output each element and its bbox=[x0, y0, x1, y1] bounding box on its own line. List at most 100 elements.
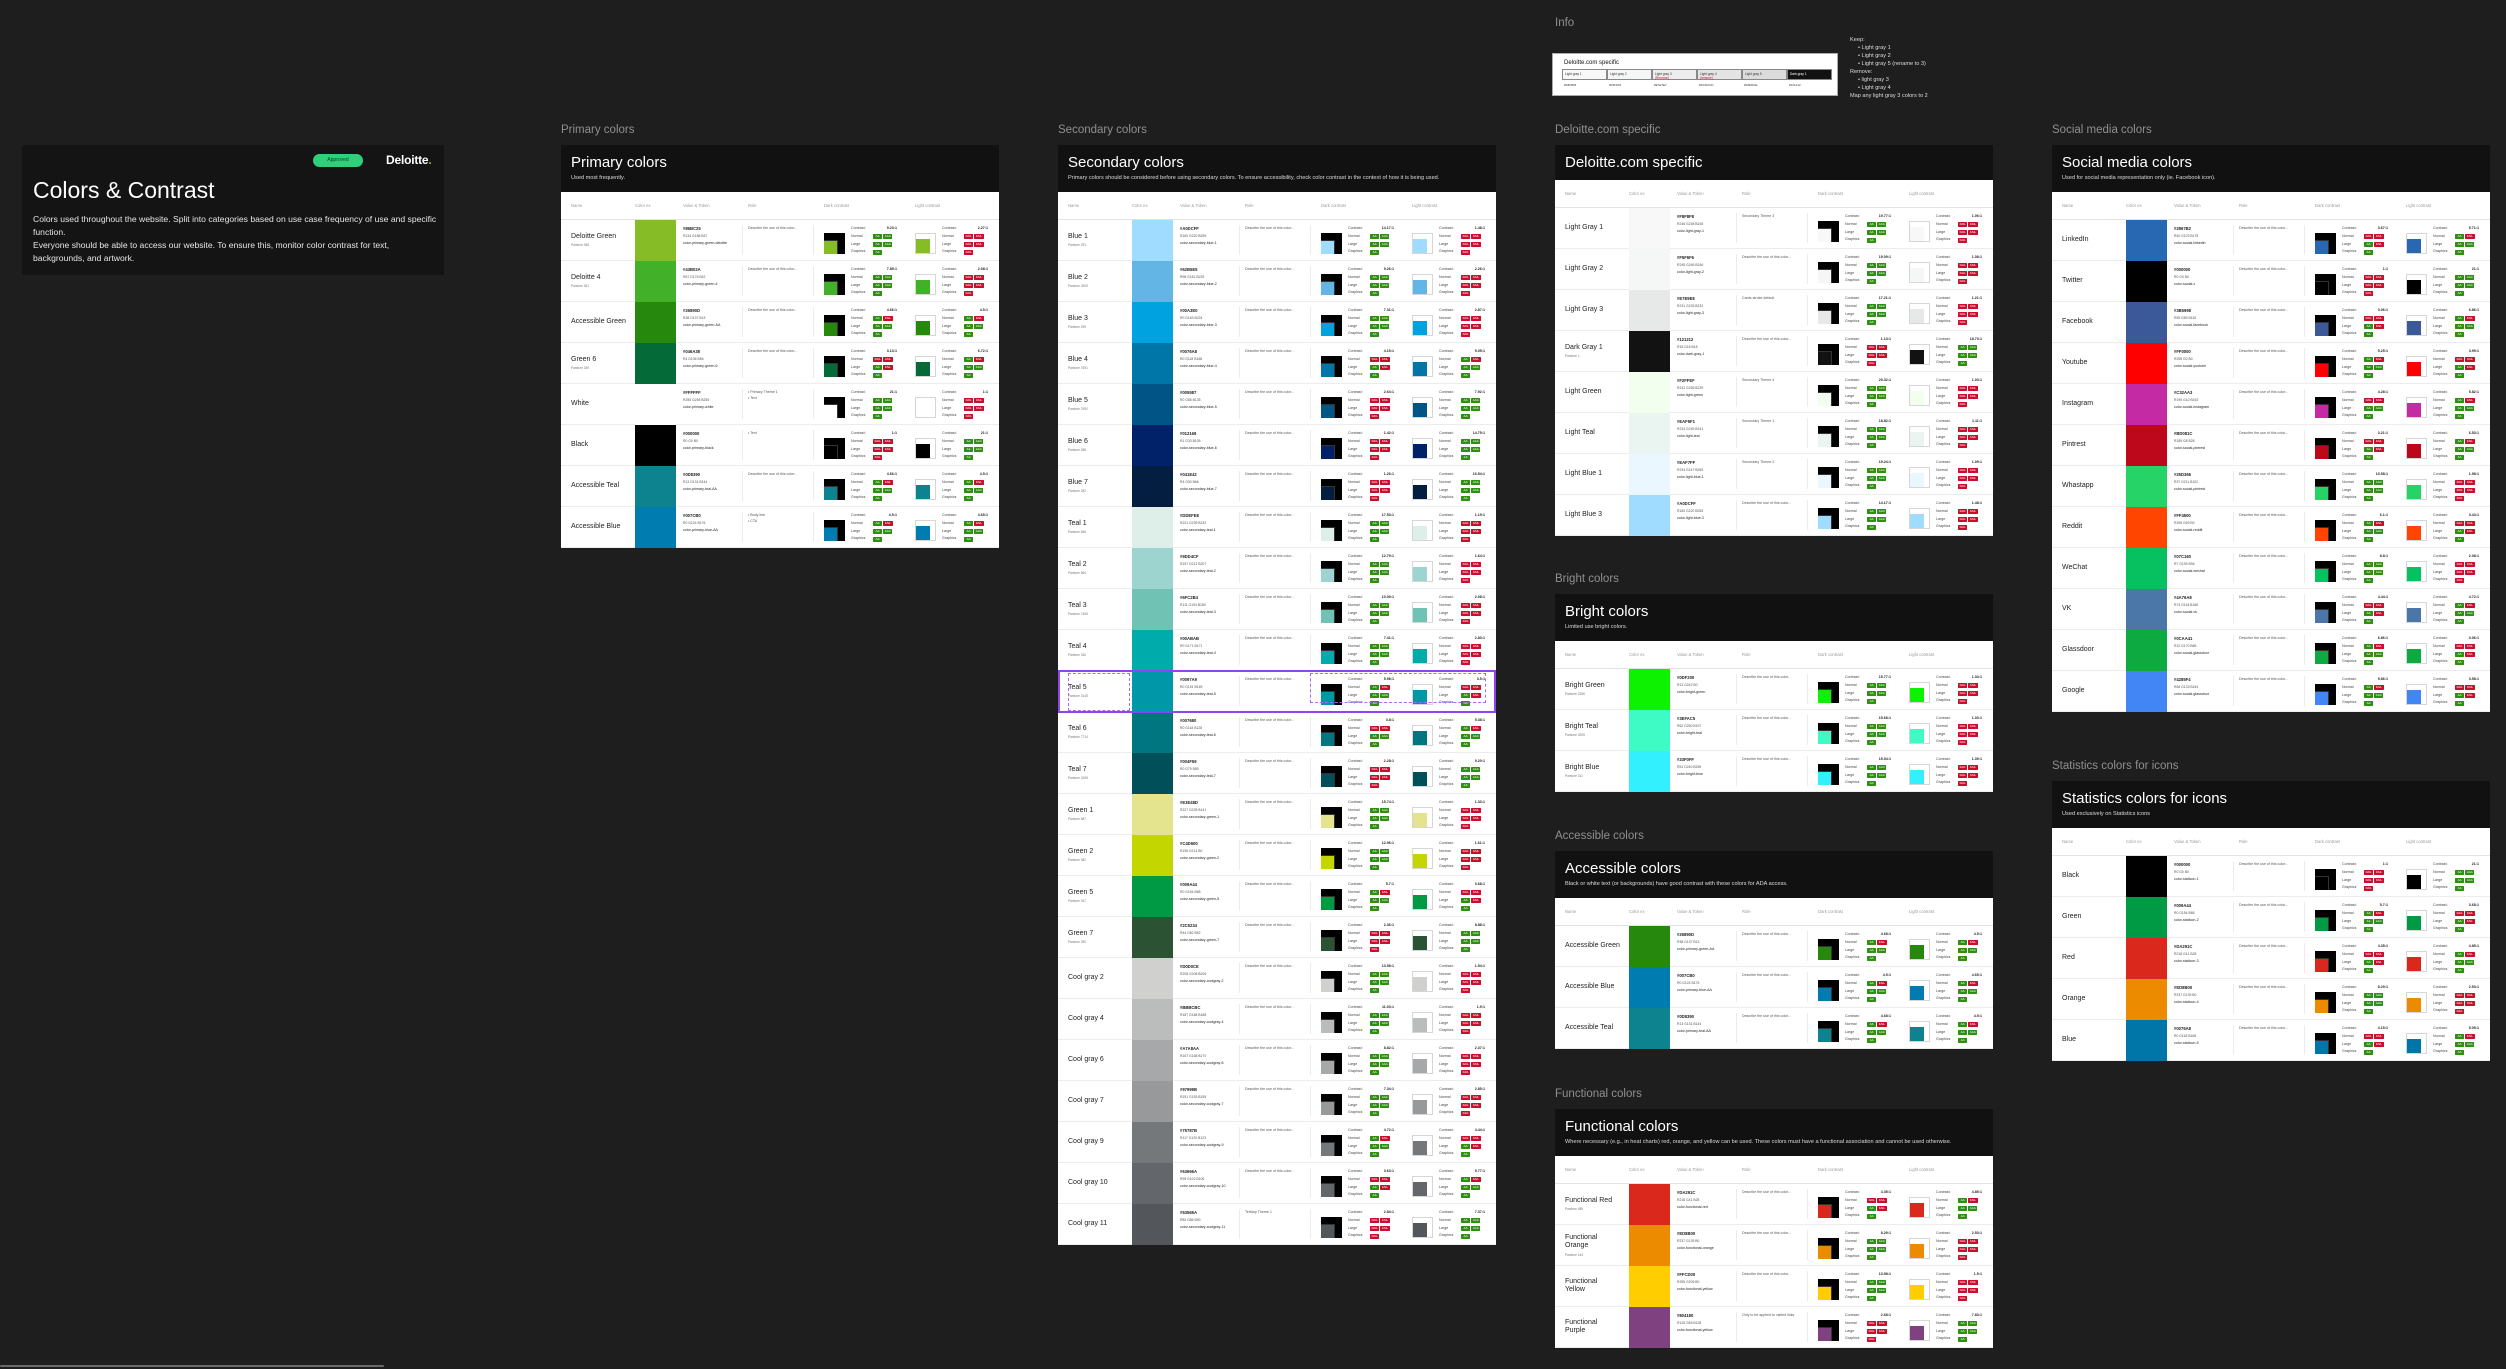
fail-badge: FAIL bbox=[1461, 1028, 1471, 1034]
contrast-label: Large bbox=[1348, 323, 1358, 328]
contrast-label: Large bbox=[2342, 877, 2352, 882]
color-row[interactable]: Functional Purple #804180 R128 G65 B128 col… bbox=[1555, 1307, 1993, 1348]
color-row[interactable]: White #FFFFFF R255 G255 B255 color-primary-… bbox=[561, 384, 999, 425]
color-row[interactable]: Green 7 Pantone 350 #2C5234 R44 G82 B52 colo… bbox=[1058, 917, 1496, 958]
color-row[interactable]: Black #000000 R0 G0 B0 color-staticon-1 Desc… bbox=[2052, 856, 2490, 897]
color-row[interactable]: Blue 4 Pantone 7691 #0076A8 R0 G118 B168 col… bbox=[1058, 343, 1496, 384]
pass-badge: AAA bbox=[1380, 652, 1390, 657]
color-row[interactable]: Instagram #C32AA3 R195 G42 B163 color-socia… bbox=[2052, 384, 2490, 425]
color-row[interactable]: Blue 5 Pantone 7692 #005587 R0 G85 B135 colo… bbox=[1058, 384, 1496, 425]
color-row[interactable]: Accessible Blue #007CB0 R0 G124 B176 color-… bbox=[1555, 967, 1993, 1008]
color-row[interactable]: Green 2 Pantone 382 #C4D600 R196 G214 B0 col… bbox=[1058, 835, 1496, 876]
color-row[interactable]: WeChat #07C160 R7 G193 B96 color-social-wec… bbox=[2052, 548, 2490, 589]
color-token: color-secondary-teal-1 bbox=[1180, 528, 1216, 532]
color-row[interactable]: Deloitte 4 Pantone 361 #43B02A R67 G176 B42… bbox=[561, 261, 999, 302]
color-row[interactable]: Accessible Green #26890D R38 G137 B13 color… bbox=[1555, 926, 1993, 967]
contrast-label: Contrast: bbox=[1348, 431, 1363, 435]
contrast-label: Graphics bbox=[2342, 290, 2357, 295]
color-row[interactable]: Light Teal #EAF5F1 R234 G245 B241 color-lig… bbox=[1555, 413, 1993, 454]
color-row[interactable]: Bright Green Pantone 2286 #0DF200 R13 G242 … bbox=[1555, 669, 1993, 710]
contrast-line: Contrast: 14.17:1 bbox=[1348, 225, 1394, 233]
color-row[interactable]: Light Gray 2 #F5F6F6 R245 G246 B246 color-l… bbox=[1555, 249, 1993, 290]
contrast-line: Contrast: 12.96:1 bbox=[1348, 840, 1394, 848]
color-role: Describe the use of this color... bbox=[1245, 923, 1295, 927]
fail-badge: FAIL bbox=[1370, 447, 1380, 452]
color-row[interactable]: Whastapp #25D366 R37 G211 B102 color-social… bbox=[2052, 466, 2490, 507]
color-row[interactable]: Reddit #FF4500 R255 G69 B0 color-social-red… bbox=[2052, 507, 2490, 548]
color-row[interactable]: VK #4A76A8 R74 G118 B168 color-social-vk Des… bbox=[2052, 589, 2490, 630]
color-row[interactable]: Bright Blue Pantone 311 #33F0FF R51 G240 B2… bbox=[1555, 751, 1993, 792]
color-row[interactable]: Google #4285F4 R66 G133 B244 color-social-g… bbox=[2052, 671, 2490, 712]
color-row[interactable]: Youtube #FF0000 R255 G0 B0 color-social-you… bbox=[2052, 343, 2490, 384]
color-row[interactable]: Facebook #3B5998 R59 G89 B152 color-social-… bbox=[2052, 302, 2490, 343]
color-row[interactable]: Functional Yellow #FFCD00 R255 G205 B0 colo… bbox=[1555, 1266, 1993, 1307]
color-row[interactable]: Teal 7 Pantone 3165 #004F59 R0 G79 B89 color… bbox=[1058, 753, 1496, 794]
color-row[interactable]: Accessible Blue #007CB0 R0 G124 B176 color-… bbox=[561, 507, 999, 548]
color-row[interactable]: Cool gray 6 #A7A8AA R167 G168 B170 color-se… bbox=[1058, 1040, 1496, 1081]
color-row[interactable]: Light Blue 3 #A0DCFF R160 G220 B255 color-l… bbox=[1555, 495, 1993, 536]
color-row[interactable]: Blue 6 Pantone 288 #012169 R1 G33 B105 color… bbox=[1058, 425, 1496, 466]
color-row[interactable]: Functional Orange Pantone 144 #ED8B00 R237 … bbox=[1555, 1225, 1993, 1266]
info-thumbnail[interactable]: Deloitte.com specific Light gray 1 #F8F8F… bbox=[1552, 53, 1838, 96]
contrast-label: Normal bbox=[1845, 1279, 1857, 1284]
color-row[interactable]: Teal 4 Pantone 326 #00ABAB R0 G171 B171 colo… bbox=[1058, 630, 1496, 671]
color-row[interactable]: Green 6 Pantone 349 #046A38 R4 G106 B56 colo… bbox=[561, 343, 999, 384]
color-row[interactable]: Green #009A44 R0 G154 B68 color-staticon-2 D… bbox=[2052, 897, 2490, 938]
light-contrast: Contrast: 1.54:1 Normal FAIL FAIL Large FAIL FA… bbox=[1439, 963, 1485, 994]
color-name-cell: Whastapp bbox=[2062, 466, 2122, 506]
color-row[interactable]: Cool gray 11 #53565A R83 G86 B90 color-seco… bbox=[1058, 1204, 1496, 1245]
badge-group: FAIL FAIL bbox=[1867, 1329, 1887, 1334]
color-row[interactable]: Green 1 Pantone 587 #E3E48D R227 G228 B141 c… bbox=[1058, 794, 1496, 835]
badge-group: AA bbox=[2364, 618, 2374, 624]
color-row[interactable]: Black #000000 R0 G0 B0 color-primary-black •… bbox=[561, 425, 999, 466]
color-row[interactable]: LinkedIn #2867B2 R40 G103 B178 color-social… bbox=[2052, 220, 2490, 261]
color-row[interactable]: Red #DA291C R218 G41 B28 color-staticon-3 De… bbox=[2052, 938, 2490, 979]
color-row[interactable]: Orange #ED8B00 R237 G139 B0 color-staticon-… bbox=[2052, 979, 2490, 1020]
color-row[interactable]: Dark Gray 1 Pantone I.. #121212 R18 G18 B18… bbox=[1555, 331, 1993, 372]
color-row[interactable]: Light Green #F2FFEF R242 G255 B239 color-li… bbox=[1555, 372, 1993, 413]
color-row[interactable]: Cool gray 7 #97999B R151 G153 B155 color-se… bbox=[1058, 1081, 1496, 1122]
color-row[interactable]: Accessible Teal #0D8390 R13 G131 B144 color… bbox=[1555, 1008, 1993, 1049]
color-row[interactable]: Teal 3 Pantone 7465 #6FC2B4 R111 G194 B180 c… bbox=[1058, 589, 1496, 630]
color-row[interactable]: Teal 1 Pantone 566 #DDEFE8 R221 G239 B232 co… bbox=[1058, 507, 1496, 548]
panel-subtitle: Used most frequently. bbox=[571, 175, 625, 181]
color-row[interactable]: Blue 3 Pantone 299 #00A3E0 R0 G163 B224 colo… bbox=[1058, 302, 1496, 343]
horizontal-scrollbar[interactable] bbox=[0, 1365, 384, 1367]
color-row[interactable]: Teal 6 Pantone 7714 #007680 R0 G118 B128 col… bbox=[1058, 712, 1496, 753]
color-row[interactable]: Bright Teal Pantone 3255 #3EFAC5 R62 G250 B… bbox=[1555, 710, 1993, 751]
color-row[interactable]: Blue 1 Pantone 291 #A0DCFF R160 G220 B255 co… bbox=[1058, 220, 1496, 261]
color-row[interactable]: Blue 2 Pantone 2905 #62B5E5 R98 G181 B229 co… bbox=[1058, 261, 1496, 302]
color-row[interactable]: Green 5 Pantone 347 #009A44 R0 G154 B68 colo… bbox=[1058, 876, 1496, 917]
color-row[interactable]: Teal 2 Pantone 564 #9DD4CF R157 G212 B207 co… bbox=[1058, 548, 1496, 589]
contrast-line: Graphics AA bbox=[1845, 779, 1891, 787]
color-row[interactable]: Cool gray 9 #75787B R117 G120 B123 color-se… bbox=[1058, 1122, 1496, 1163]
color-row[interactable]: Deloitte Green Pantone 368 #86BC25 R134 G18… bbox=[561, 220, 999, 261]
color-row[interactable]: Glassdoor #0CAA41 R12 G170 B65 color-social… bbox=[2052, 630, 2490, 671]
color-row[interactable]: Teal 5 Pantone 3145 #0097A9 R0 G151 B169 col… bbox=[1058, 671, 1496, 712]
color-row[interactable]: Cool gray 2 #D0D0CE R208 G208 B206 color-se… bbox=[1058, 958, 1496, 999]
column-header: Color ex bbox=[2126, 839, 2142, 844]
badge-group: AA FAIL bbox=[1867, 1206, 1887, 1211]
color-row[interactable]: Light Gray 1 #F8F8F8 R248 G248 B248 color-l… bbox=[1555, 208, 1993, 249]
color-swatch bbox=[2126, 1020, 2167, 1061]
color-row[interactable]: Light Gray 3 #E7E9E8 R231 G233 B232 color-l… bbox=[1555, 290, 1993, 331]
color-row[interactable]: Cool gray 10 #63666A R99 G102 B106 color-se… bbox=[1058, 1163, 1496, 1204]
color-row[interactable]: Blue #0076A8 R0 G118 B168 color-staticon-5 D… bbox=[2052, 1020, 2490, 1061]
contrast-line: Normal FAIL FAIL bbox=[1936, 682, 1982, 690]
color-role: Describe the use of this color... bbox=[2239, 862, 2289, 866]
section-label: Social media colors bbox=[2052, 124, 2152, 136]
color-row[interactable]: Twitter #000000 R0 G0 B0 color-social-x Desc… bbox=[2052, 261, 2490, 302]
color-row[interactable]: Cool gray 4 #BBBCBC R187 G188 B188 color-se… bbox=[1058, 999, 1496, 1040]
color-row[interactable]: Accessible Green #26890D R38 G137 B13 color… bbox=[561, 302, 999, 343]
color-row[interactable]: Blue 7 Pantone 282 #041E42 R4 G30 B66 color-… bbox=[1058, 466, 1496, 507]
light-contrast: Contrast: 1.98:1 Normal FAIL FAIL Large FAIL FA… bbox=[2433, 471, 2479, 502]
color-row[interactable]: Functional Red Pantone 485 #DA291C R218 G41… bbox=[1555, 1184, 1993, 1225]
color-row[interactable]: Accessible Teal #0D8390 R13 G131 B144 color… bbox=[561, 466, 999, 507]
badge-group: AA AAA bbox=[1461, 931, 1481, 937]
contrast-line: Normal AA AAA bbox=[2342, 992, 2388, 1000]
color-row[interactable]: Pintrest #BD081C R189 G8 B28 color-social-p… bbox=[2052, 425, 2490, 466]
badge-group: AA bbox=[1867, 319, 1877, 325]
contrast-label: Large bbox=[851, 282, 861, 287]
color-row[interactable]: Light Blue 1 #EAF7FF R234 G247 B255 color-l… bbox=[1555, 454, 1993, 495]
badge-group: FAIL FAIL bbox=[1958, 1288, 1978, 1293]
